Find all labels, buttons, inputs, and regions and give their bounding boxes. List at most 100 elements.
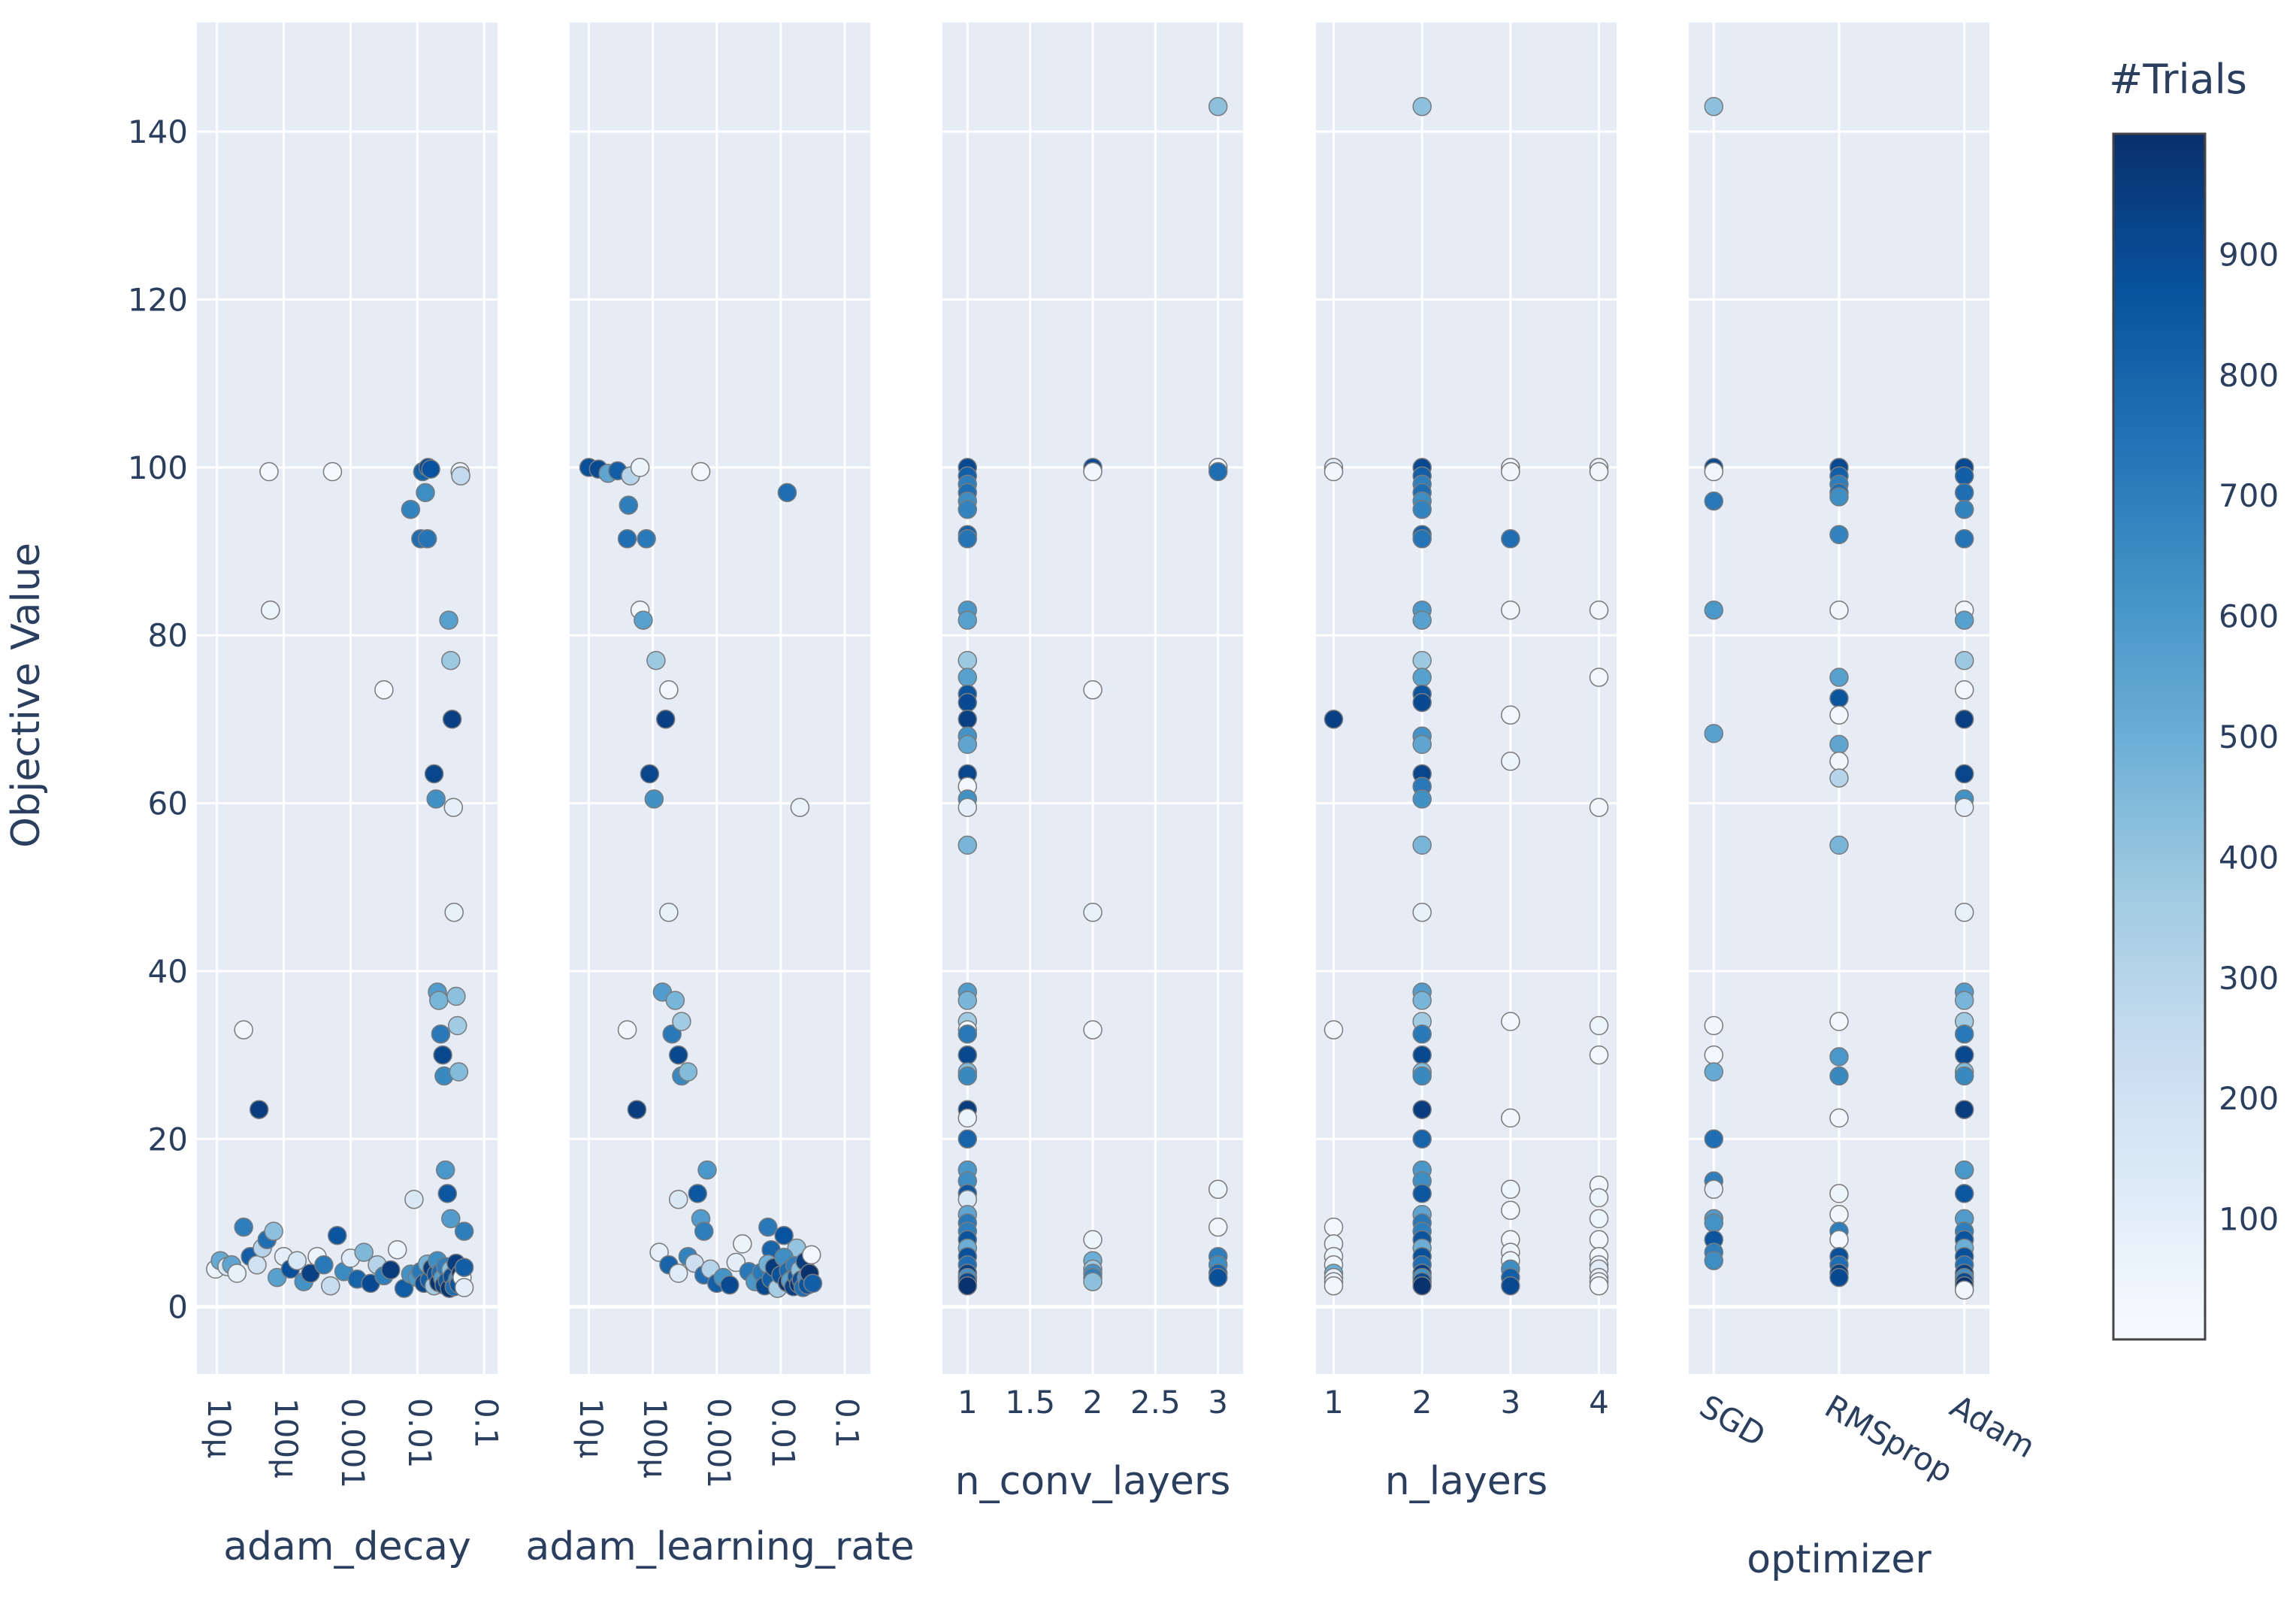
data-point[interactable]: [1412, 610, 1432, 630]
data-point[interactable]: [433, 1045, 452, 1065]
data-point[interactable]: [1501, 1179, 1520, 1200]
data-point[interactable]: [1954, 499, 1974, 519]
data-point[interactable]: [758, 1217, 778, 1237]
data-point[interactable]: [1954, 1100, 1974, 1119]
data-point[interactable]: [1829, 600, 1849, 620]
data-point[interactable]: [1083, 1230, 1103, 1250]
data-point[interactable]: [1954, 1280, 1974, 1300]
data-point[interactable]: [1954, 710, 1974, 729]
data-point[interactable]: [774, 1225, 794, 1245]
data-point[interactable]: [1704, 491, 1724, 511]
data-point[interactable]: [957, 1024, 978, 1044]
data-point[interactable]: [1829, 1230, 1849, 1250]
data-point[interactable]: [803, 1273, 823, 1294]
data-point[interactable]: [1704, 600, 1724, 620]
data-point[interactable]: [1704, 1045, 1724, 1065]
data-point[interactable]: [1954, 1024, 1974, 1044]
data-point[interactable]: [259, 462, 279, 482]
data-point[interactable]: [322, 462, 343, 482]
data-point[interactable]: [437, 1184, 458, 1203]
data-point[interactable]: [1954, 680, 1974, 700]
data-point[interactable]: [264, 1221, 283, 1241]
data-point[interactable]: [1829, 667, 1849, 687]
data-point[interactable]: [1501, 529, 1520, 549]
data-point[interactable]: [435, 1160, 455, 1180]
data-point[interactable]: [1704, 462, 1724, 482]
data-point[interactable]: [1501, 1108, 1520, 1128]
data-point[interactable]: [1589, 1209, 1609, 1229]
data-point[interactable]: [447, 1015, 467, 1036]
data-point[interactable]: [426, 789, 446, 809]
data-point[interactable]: [1954, 1045, 1974, 1065]
data-point[interactable]: [1501, 752, 1520, 771]
data-point[interactable]: [1829, 1267, 1849, 1288]
data-point[interactable]: [777, 483, 797, 503]
data-point[interactable]: [1704, 1251, 1724, 1270]
data-point[interactable]: [1954, 1160, 1974, 1180]
data-point[interactable]: [431, 1024, 451, 1044]
data-point[interactable]: [234, 1217, 253, 1237]
data-point[interactable]: [446, 986, 466, 1006]
data-point[interactable]: [1704, 1179, 1724, 1200]
data-point[interactable]: [1412, 692, 1432, 713]
data-point[interactable]: [1704, 1015, 1724, 1036]
data-point[interactable]: [617, 1020, 637, 1040]
data-point[interactable]: [634, 610, 653, 630]
data-point[interactable]: [1412, 789, 1432, 809]
data-point[interactable]: [1589, 667, 1609, 687]
data-point[interactable]: [1704, 1129, 1724, 1149]
data-point[interactable]: [1412, 903, 1432, 922]
data-point[interactable]: [424, 764, 444, 784]
data-point[interactable]: [1208, 1217, 1228, 1237]
data-point[interactable]: [1954, 610, 1974, 630]
data-point[interactable]: [1829, 487, 1849, 507]
data-point[interactable]: [404, 1189, 424, 1209]
data-point[interactable]: [321, 1276, 340, 1296]
data-point[interactable]: [957, 1045, 978, 1065]
data-point[interactable]: [665, 991, 685, 1010]
data-point[interactable]: [619, 495, 639, 515]
data-point[interactable]: [1208, 96, 1228, 117]
data-point[interactable]: [442, 710, 462, 729]
data-point[interactable]: [957, 1066, 978, 1086]
data-point[interactable]: [1412, 1100, 1432, 1119]
data-point[interactable]: [314, 1255, 334, 1275]
data-point[interactable]: [1412, 1276, 1432, 1296]
data-point[interactable]: [374, 680, 394, 700]
data-point[interactable]: [1323, 462, 1344, 482]
data-point[interactable]: [617, 529, 637, 549]
data-point[interactable]: [1829, 1047, 1849, 1067]
data-point[interactable]: [1412, 650, 1432, 670]
data-point[interactable]: [1704, 1213, 1724, 1233]
data-point[interactable]: [1412, 1066, 1432, 1086]
data-point[interactable]: [1412, 1024, 1432, 1044]
data-point[interactable]: [1412, 96, 1432, 117]
data-point[interactable]: [688, 1184, 707, 1203]
data-point[interactable]: [1323, 710, 1344, 729]
data-point[interactable]: [668, 1189, 688, 1209]
data-point[interactable]: [249, 1100, 269, 1119]
data-point[interactable]: [801, 1245, 821, 1265]
data-point[interactable]: [234, 1020, 253, 1040]
data-point[interactable]: [1412, 667, 1432, 687]
data-point[interactable]: [1589, 600, 1609, 620]
data-point[interactable]: [1083, 462, 1103, 482]
data-point[interactable]: [1589, 1276, 1609, 1296]
data-point[interactable]: [668, 1263, 688, 1283]
data-point[interactable]: [957, 667, 978, 687]
data-point[interactable]: [1954, 466, 1974, 486]
data-point[interactable]: [957, 529, 978, 549]
data-point[interactable]: [1829, 1205, 1849, 1224]
data-point[interactable]: [1829, 1184, 1849, 1203]
data-point[interactable]: [1704, 96, 1724, 117]
data-point[interactable]: [354, 1242, 374, 1262]
data-point[interactable]: [637, 529, 656, 549]
data-point[interactable]: [287, 1251, 307, 1270]
data-point[interactable]: [1412, 1184, 1432, 1203]
data-point[interactable]: [1589, 1188, 1609, 1208]
data-point[interactable]: [630, 458, 650, 477]
data-point[interactable]: [1412, 1045, 1432, 1065]
data-point[interactable]: [1829, 705, 1849, 725]
data-point[interactable]: [1323, 1020, 1344, 1040]
data-point[interactable]: [1704, 724, 1724, 743]
